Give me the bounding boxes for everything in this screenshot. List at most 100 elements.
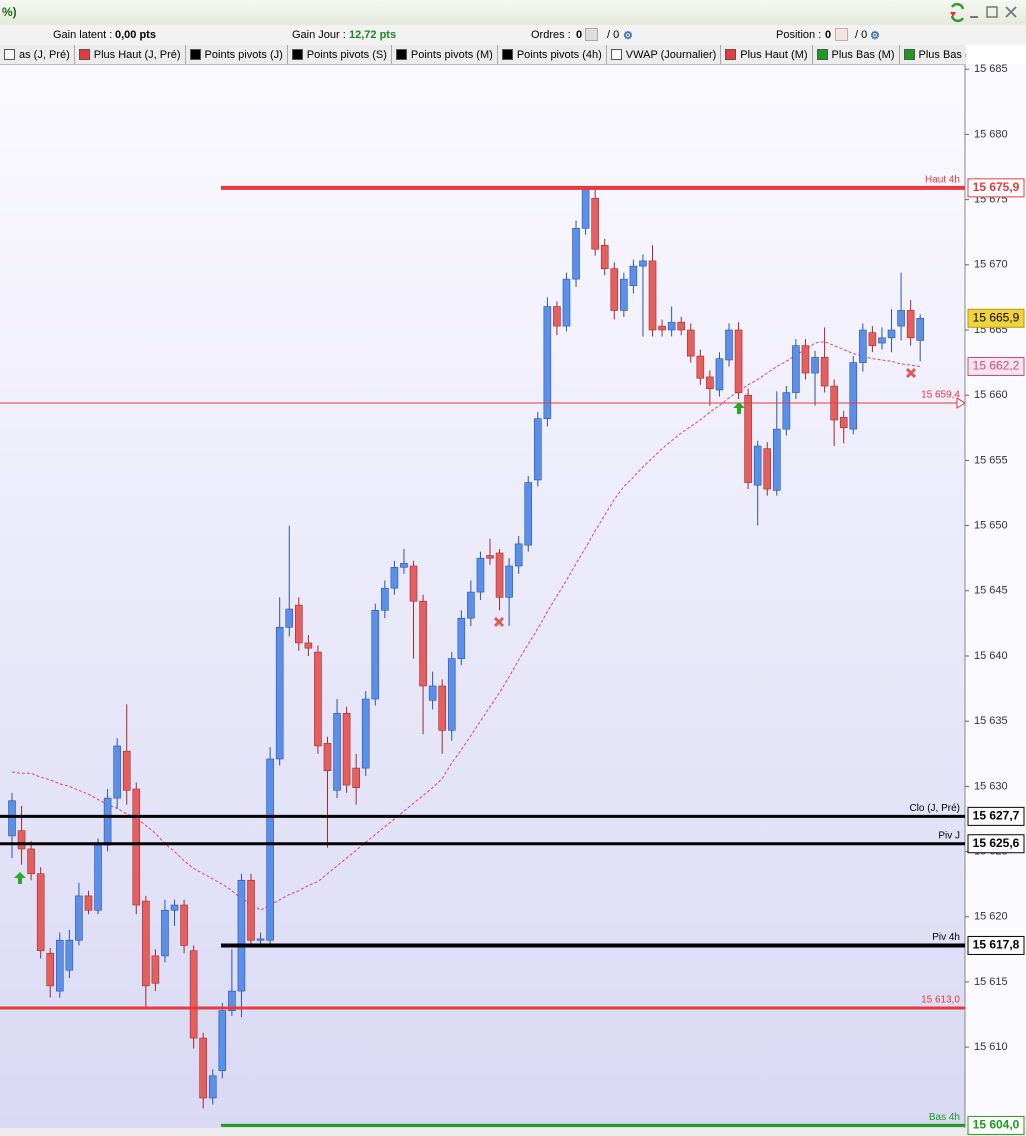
legend-item[interactable]: Plus Haut (J, Pré) [75,45,186,64]
price-tag-label: 15 665,9 [973,310,1020,324]
legend-item[interactable]: Plus Bas (M) [813,45,900,64]
candle-body [208,1075,217,1099]
candle-body [553,306,561,327]
refresh-icon[interactable] [950,2,965,23]
position-icon[interactable] [835,28,848,41]
y-tick-label: 15 655 [974,454,1008,466]
candle-body [467,591,475,619]
legend-item[interactable]: Plus Haut (M) [721,45,813,64]
candle-body [419,600,427,687]
candle-body [65,939,74,971]
candle-body [734,329,743,393]
price-tag-label: 15 662,2 [973,359,1020,373]
candle-body [218,1010,227,1071]
y-tick-label: 15 670 [974,259,1008,271]
y-tick-label: 15 660 [974,389,1008,401]
candle-body [906,310,915,339]
sell-signal [493,616,505,628]
candle-body [447,658,456,731]
candle-body [113,745,121,799]
price-tag [967,357,1025,377]
legend-label: Points pivots (S) [306,48,387,61]
candle-body [180,904,188,946]
y-tick-label: 15 650 [974,519,1008,531]
legend-item[interactable]: Points pivots (S) [288,45,392,64]
candle-body [610,268,619,311]
settings-icon[interactable]: ⚙ [870,30,880,42]
candle-body [696,355,705,379]
level-value: 15 613,0 [921,995,960,1006]
info-value: 0 [576,29,583,41]
candle-body [304,642,313,649]
legend-item[interactable]: Points pivots (4h) [498,45,607,64]
y-tick-label: 15 645 [974,585,1008,597]
level-label: Haut 4h [925,175,960,186]
candle-body [170,904,179,911]
candle-body [256,938,265,941]
candle-body [667,321,676,331]
legend-label: as (J, Pré) [19,48,70,61]
settings-icon[interactable]: ⚙ [623,30,633,42]
legend-swatch [610,49,622,60]
candle-body [342,713,351,786]
bottom-bar [0,1128,1026,1136]
candle-body [409,565,418,602]
legend-item[interactable]: Points pivots (J) [186,45,288,64]
legend-item[interactable]: VWAP (Journalier) [607,45,722,64]
candle-body [84,895,93,911]
candle-body [228,990,236,1011]
candle-body [122,750,131,791]
level-label: Clo (J, Pré) [909,803,960,814]
candle-body [706,376,714,389]
candle-body [772,428,781,491]
maximize-button[interactable] [986,6,998,18]
candle-body [352,767,360,788]
y-tick-label: 15 630 [974,780,1008,792]
candle-body [591,198,599,250]
legend-label: Plus Haut (J, Pré) [93,48,181,61]
info-value: / 0 [607,29,620,41]
info-value: 12,72 pts [349,29,397,41]
close-button[interactable] [1005,6,1017,18]
candle-body [27,848,35,875]
legend-item[interactable]: Plus Bas (S) [900,45,966,64]
price-axis [965,64,1026,1136]
level-value: 15 617,8 [973,938,1020,952]
candle-body [658,325,666,331]
candle-body [562,278,571,327]
legend-swatch [816,49,828,60]
title-bar: %) [0,0,1026,26]
plot-area [0,64,965,1128]
candle-body [161,909,169,957]
orders-icon[interactable] [585,28,598,41]
candle-body [323,743,332,772]
legend-label: Points pivots (J) [204,48,283,61]
candle-body [199,1037,207,1099]
candle-body [428,685,437,701]
candle-body [916,317,925,341]
level-value: 15 659,4 [921,390,960,401]
price-tag [967,308,1025,328]
candle-body [782,392,791,430]
info-label: Position : [776,29,822,41]
candle-body [677,321,686,331]
candle-body [897,310,905,327]
y-tick-label: 15 640 [974,650,1008,662]
y-tick-label: 15 635 [974,715,1008,727]
y-tick-label: 15 680 [974,128,1008,140]
candle-body [55,939,64,992]
y-tick-label: 15 685 [974,63,1008,75]
level-label: Bas 4h [929,1112,960,1123]
candle-body [600,244,609,270]
candle-body [266,758,274,941]
legend-item[interactable]: as (J, Pré) [0,45,75,64]
y-tick-label: 15 675 [974,194,1008,206]
level-value: 15 625,6 [973,836,1020,850]
level-label: Piv J [938,830,960,841]
candle-body [94,844,102,911]
legend-swatch [78,49,90,60]
candle-body [17,830,26,850]
legend-item[interactable]: Points pivots (M) [392,45,498,64]
candle-body [744,394,752,483]
